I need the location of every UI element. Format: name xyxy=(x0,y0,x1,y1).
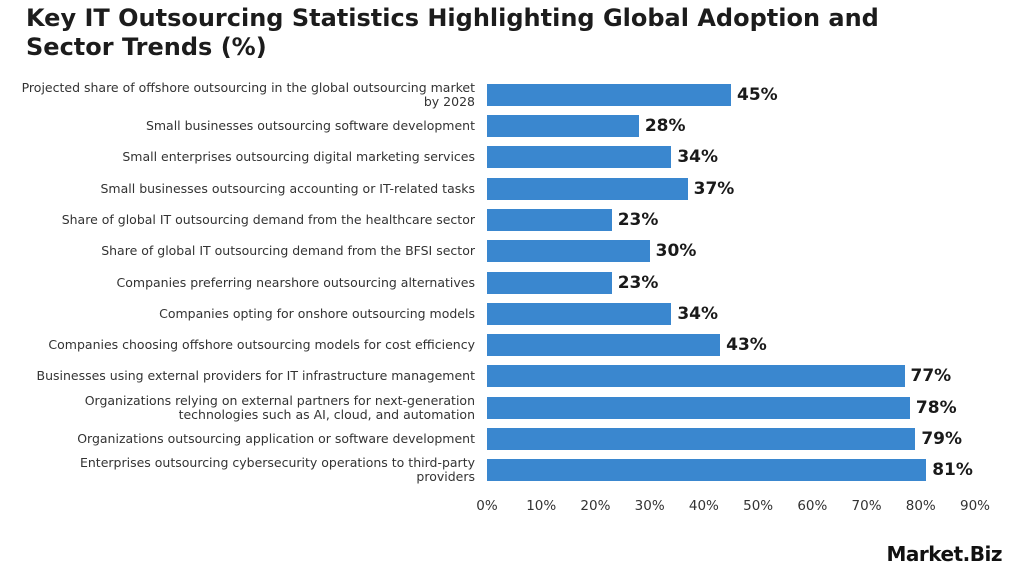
bar xyxy=(487,208,612,231)
x-tick-label: 80% xyxy=(905,498,936,514)
value-label: 28% xyxy=(644,115,686,136)
logo: Market.Biz xyxy=(886,542,1003,566)
x-tick-label: 20% xyxy=(580,498,611,514)
bar xyxy=(487,240,650,263)
bar xyxy=(487,459,927,482)
x-tick-label: 10% xyxy=(526,498,557,514)
y-tick-label: Share of global IT outsourcing demand fr… xyxy=(61,211,475,227)
y-tick-label: Share of global IT outsourcing demand fr… xyxy=(101,243,475,259)
x-tick-label: 40% xyxy=(688,498,719,514)
y-tick-label: Projected share of offshore outsourcing … xyxy=(21,79,475,109)
value-label: 37% xyxy=(693,178,735,199)
bar xyxy=(487,396,910,419)
bar xyxy=(487,146,672,169)
bar xyxy=(487,83,731,106)
bar xyxy=(487,114,639,137)
bar xyxy=(487,334,721,357)
value-label: 78% xyxy=(915,397,957,418)
value-label: 23% xyxy=(617,209,659,230)
y-tick-label: Companies preferring nearshore outsourci… xyxy=(116,274,475,290)
value-label: 77% xyxy=(910,366,952,387)
chart-title: Key IT Outsourcing Statistics Highlighti… xyxy=(26,4,879,61)
y-tick-label: Organizations outsourcing application or… xyxy=(77,431,475,447)
y-tick-label: Organizations relying on external partne… xyxy=(84,392,475,422)
y-tick-label: Enterprises outsourcing cybersecurity op… xyxy=(79,455,475,485)
value-label: 34% xyxy=(677,303,719,324)
bar xyxy=(487,428,916,451)
y-tick-label: Small businesses outsourcing software de… xyxy=(145,117,475,133)
x-tick-label: 30% xyxy=(634,498,665,514)
value-label: 34% xyxy=(677,147,719,168)
bar xyxy=(487,302,672,325)
x-tick-label: 50% xyxy=(743,498,774,514)
x-tick-label: 90% xyxy=(959,498,991,514)
y-tick-label: Companies choosing offshore outsourcing … xyxy=(48,337,475,353)
y-tick-label: Small businesses outsourcing accounting … xyxy=(100,180,476,196)
x-tick-label: 60% xyxy=(797,498,828,514)
value-label: 81% xyxy=(932,460,973,481)
value-label: 43% xyxy=(726,335,767,356)
value-label: 30% xyxy=(655,241,697,262)
x-tick-label: 70% xyxy=(851,498,882,514)
bar xyxy=(487,271,612,294)
bar xyxy=(487,365,905,388)
y-tick-label: Companies opting for onshore outsourcing… xyxy=(159,305,475,321)
value-label: 79% xyxy=(921,429,963,450)
value-label: 23% xyxy=(617,272,659,293)
bar xyxy=(487,177,688,200)
x-tick-label: 0% xyxy=(476,498,498,514)
y-tick-label: Businesses using external providers for … xyxy=(36,368,476,384)
value-label: 45% xyxy=(737,84,778,105)
y-tick-label: Small enterprises outsourcing digital ma… xyxy=(122,149,475,165)
